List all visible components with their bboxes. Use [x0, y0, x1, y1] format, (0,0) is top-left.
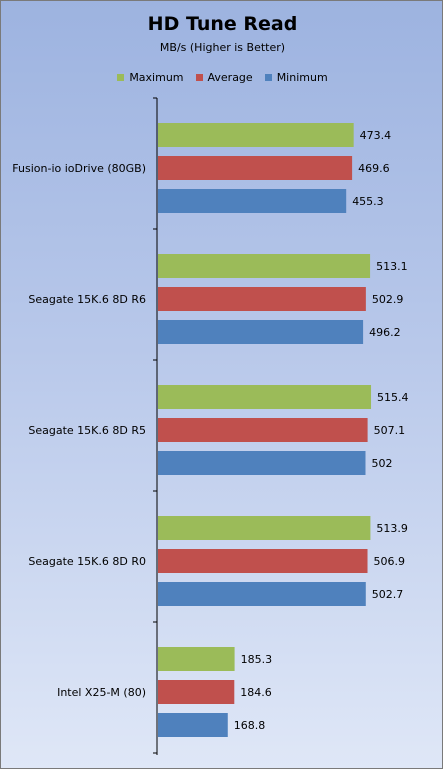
bar-minimum [158, 582, 366, 606]
data-label-average: 469.6 [358, 162, 390, 175]
bar-average [158, 156, 353, 180]
data-label-minimum: 455.3 [352, 195, 384, 208]
bar-minimum [158, 451, 366, 475]
data-label-minimum: 502.7 [372, 588, 404, 601]
bar-average [158, 549, 368, 573]
bar-maximum [158, 123, 354, 147]
bar-average [158, 680, 235, 704]
legend-item-minimum: Minimum [264, 71, 328, 84]
data-label-minimum: 496.2 [369, 326, 401, 339]
bar-average [158, 418, 368, 442]
legend-swatch-maximum [117, 74, 125, 81]
bar-maximum [158, 385, 372, 409]
category-label: Seagate 15K.6 8D R0 [28, 555, 146, 568]
data-label-average: 184.6 [240, 686, 272, 699]
bar-maximum [158, 516, 371, 540]
bar-maximum [158, 254, 371, 278]
bar-minimum [158, 713, 228, 737]
data-label-maximum: 513.1 [376, 260, 408, 273]
category-label: Seagate 15K.6 8D R6 [28, 293, 146, 306]
data-label-average: 502.9 [372, 293, 404, 306]
category-label: Fusion-io ioDrive (80GB) [12, 162, 146, 175]
data-label-minimum: 502 [371, 457, 392, 470]
data-label-average: 506.9 [374, 555, 406, 568]
legend-item-maximum: Maximum [117, 71, 184, 84]
bar-average [158, 287, 366, 311]
legend-label-maximum: Maximum [129, 71, 184, 84]
legend-swatch-average [195, 74, 203, 81]
bar-minimum [158, 189, 347, 213]
category-label: Seagate 15K.6 8D R5 [28, 424, 146, 437]
data-label-maximum: 513.9 [376, 522, 408, 535]
legend: Maximum Average Minimum [1, 71, 443, 84]
chart-title: HD Tune Read [147, 13, 298, 35]
legend-label-minimum: Minimum [276, 71, 328, 84]
bar-minimum [158, 320, 364, 344]
data-label-minimum: 168.8 [234, 719, 266, 732]
data-label-maximum: 515.4 [377, 391, 409, 404]
legend-label-average: Average [207, 71, 253, 84]
bar-maximum [158, 647, 235, 671]
chart-subtitle: MB/s (Higher is Better) [159, 41, 286, 54]
data-label-average: 507.1 [374, 424, 406, 437]
legend-item-average: Average [195, 71, 253, 84]
legend-swatch-minimum [264, 74, 272, 81]
data-label-maximum: 185.3 [241, 653, 273, 666]
category-label: Intel X25-M (80) [57, 686, 146, 699]
data-label-maximum: 473.4 [360, 129, 392, 142]
